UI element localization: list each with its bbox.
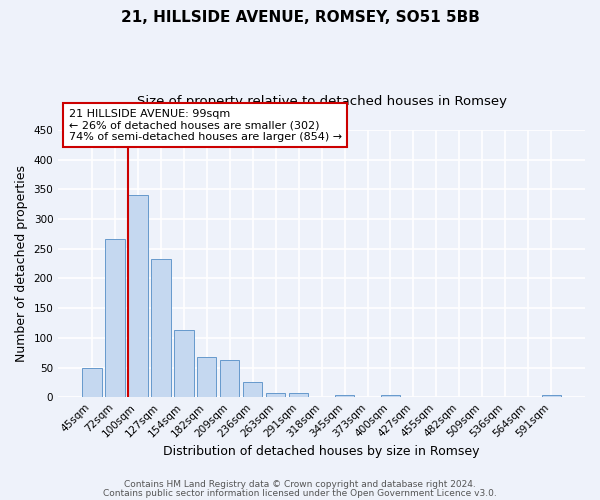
Bar xyxy=(542,395,561,397)
Bar xyxy=(243,382,262,397)
Text: Contains HM Land Registry data © Crown copyright and database right 2024.: Contains HM Land Registry data © Crown c… xyxy=(124,480,476,489)
Bar xyxy=(266,393,286,397)
Text: 21 HILLSIDE AVENUE: 99sqm
← 26% of detached houses are smaller (302)
74% of semi: 21 HILLSIDE AVENUE: 99sqm ← 26% of detac… xyxy=(69,108,342,142)
Text: Contains public sector information licensed under the Open Government Licence v3: Contains public sector information licen… xyxy=(103,488,497,498)
Text: 21, HILLSIDE AVENUE, ROMSEY, SO51 5BB: 21, HILLSIDE AVENUE, ROMSEY, SO51 5BB xyxy=(121,10,479,25)
Bar xyxy=(220,360,239,397)
Bar xyxy=(335,395,355,397)
Bar xyxy=(151,260,170,397)
Bar xyxy=(197,357,217,397)
Bar xyxy=(105,238,125,397)
Bar xyxy=(289,393,308,397)
Bar xyxy=(82,368,101,397)
Bar xyxy=(381,396,400,397)
Bar xyxy=(174,330,194,397)
Title: Size of property relative to detached houses in Romsey: Size of property relative to detached ho… xyxy=(137,95,506,108)
Bar xyxy=(128,194,148,397)
Y-axis label: Number of detached properties: Number of detached properties xyxy=(15,165,28,362)
X-axis label: Distribution of detached houses by size in Romsey: Distribution of detached houses by size … xyxy=(163,444,480,458)
